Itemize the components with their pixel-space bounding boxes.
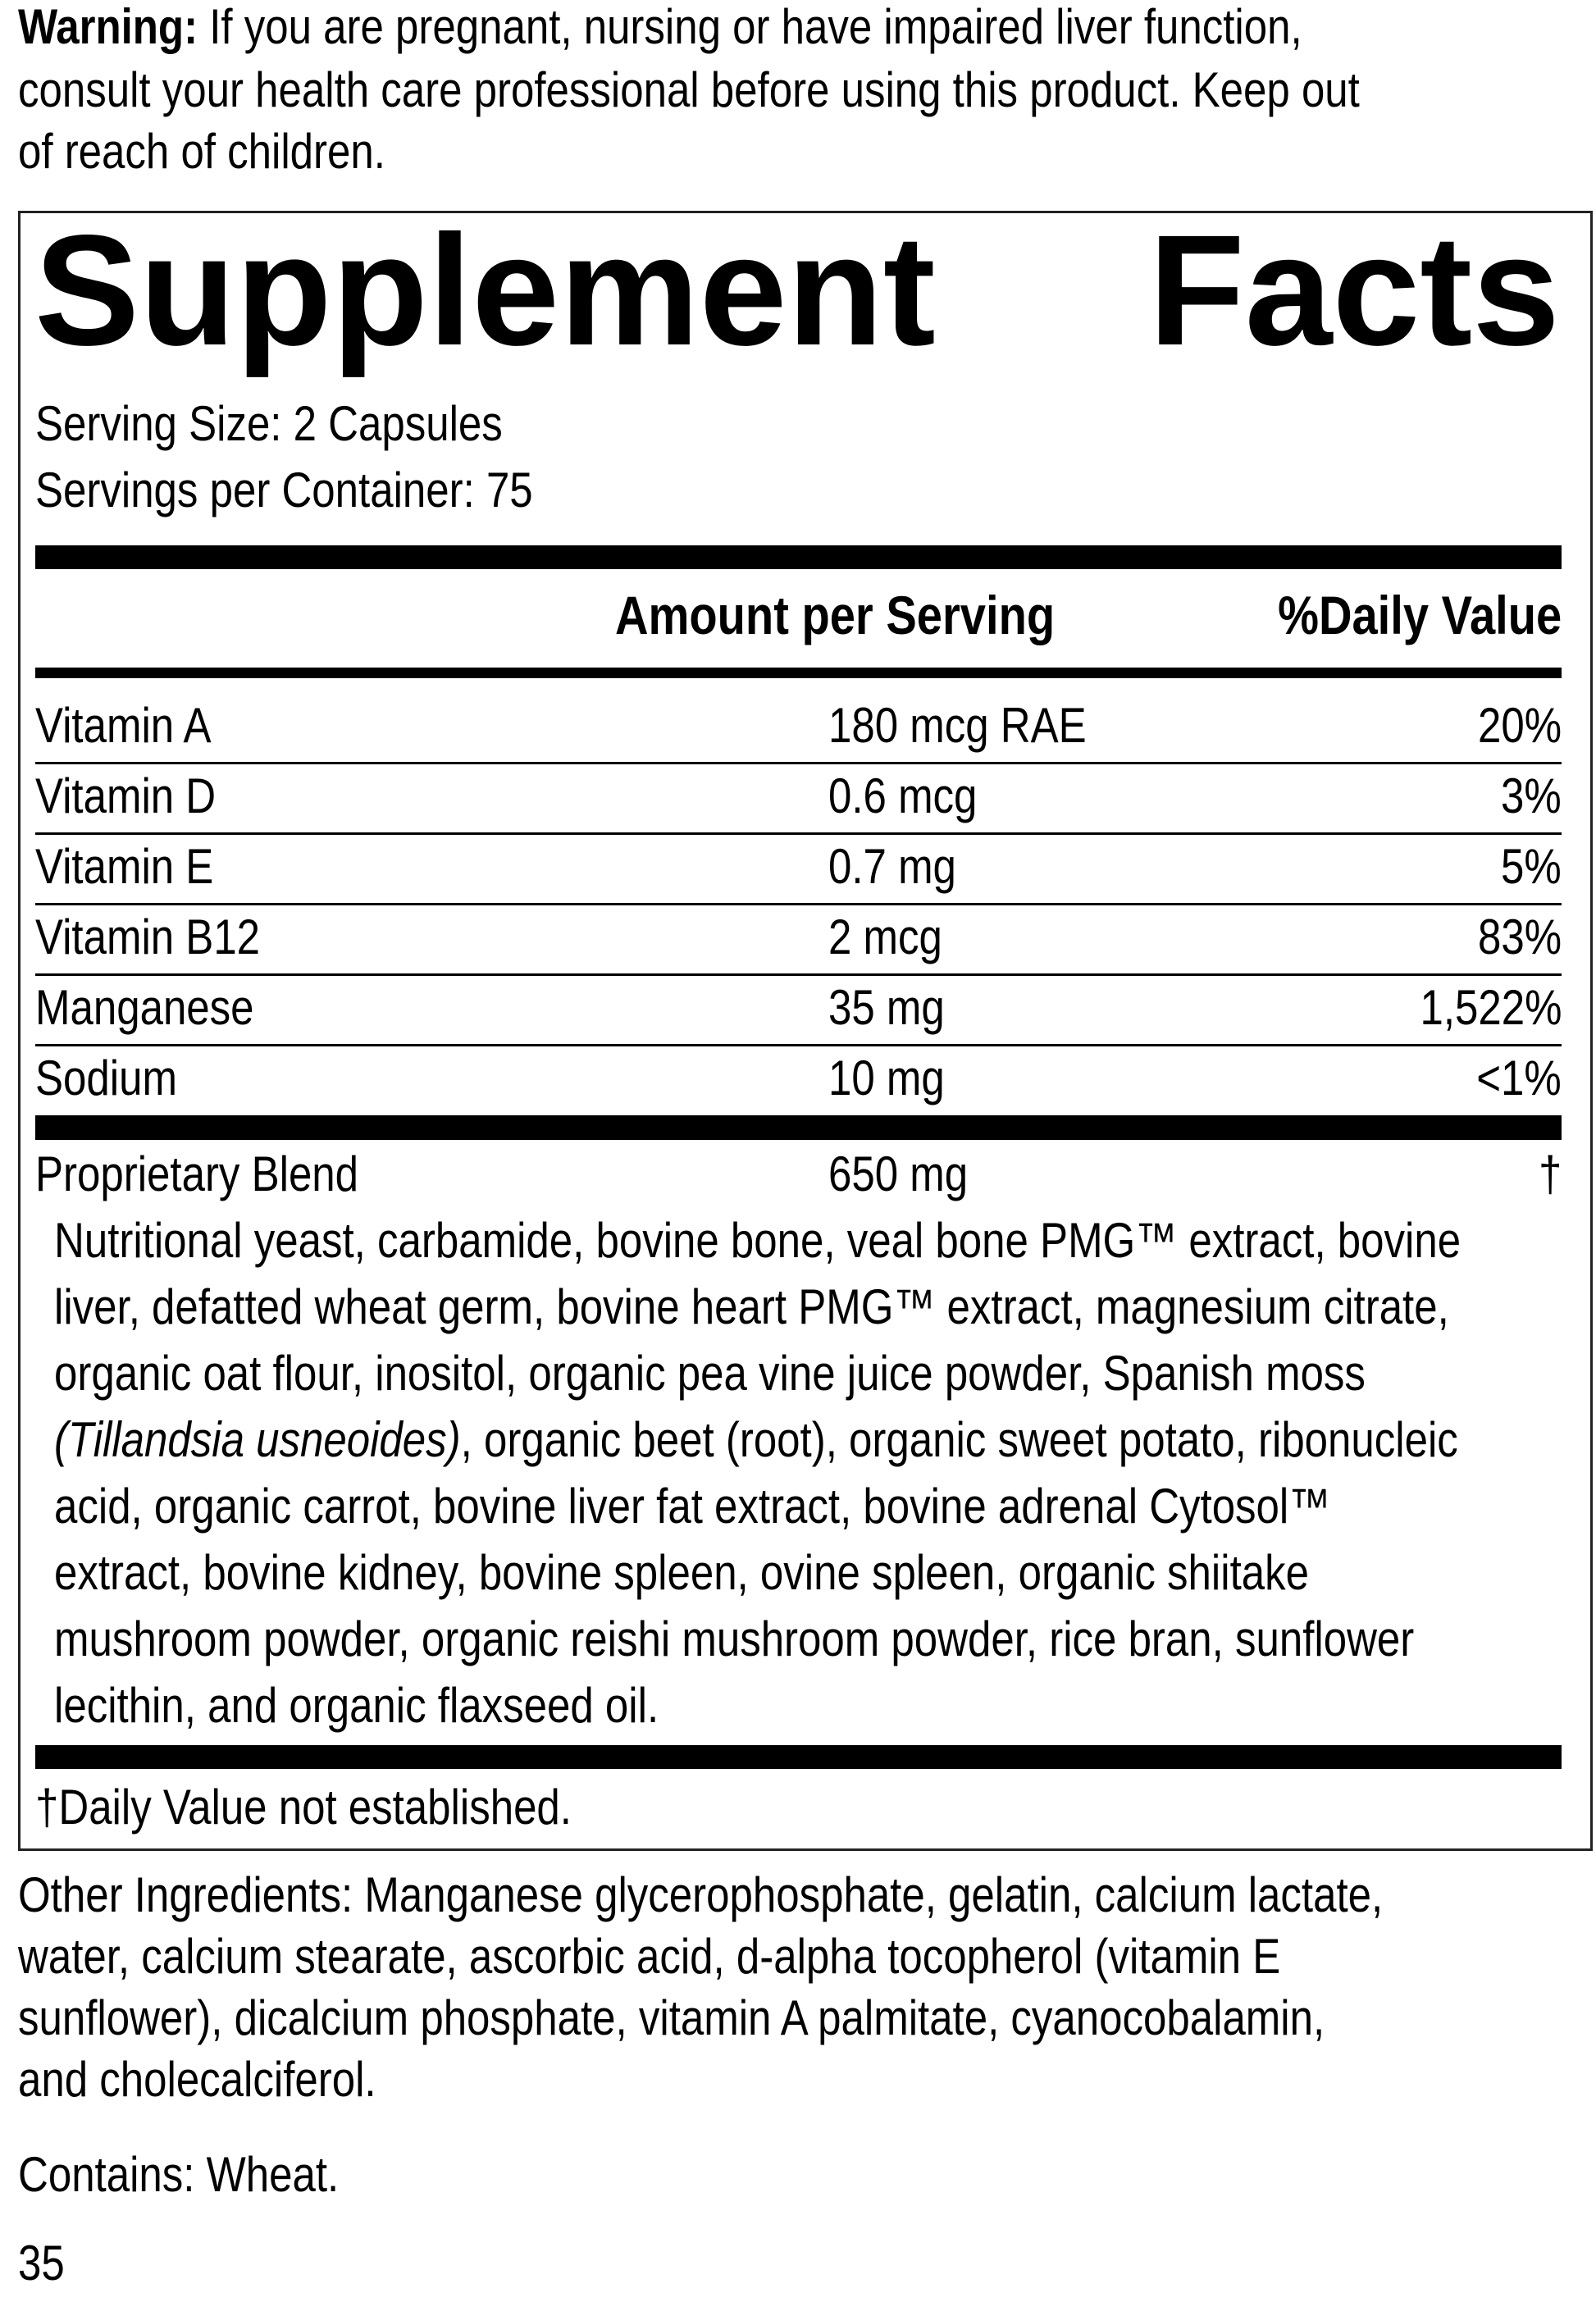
- nutrient-dv: 20%: [1477, 698, 1562, 753]
- blend-line: (Tillandsia usneoides), organic beet (ro…: [54, 1415, 1458, 1465]
- warning-line: Warning: If you are pregnant, nursing or…: [18, 2, 1302, 52]
- nutrient-amount: 2 mcg: [828, 909, 942, 964]
- nutrient-dv: 83%: [1477, 909, 1562, 964]
- warning-label: Warning:: [18, 0, 198, 54]
- nutrient-name: Vitamin B12: [35, 909, 261, 964]
- header-daily-value: %Daily Value: [1277, 585, 1562, 645]
- scientific-name: (Tillandsia usneoides): [54, 1412, 461, 1467]
- serving-size: Serving Size: 2 Capsules: [35, 396, 503, 451]
- other-ingredients-line: and cholecalciferol.: [18, 2052, 376, 2107]
- blend-line: Nutritional yeast, carbamide, bovine bon…: [54, 1213, 1461, 1268]
- nutrient-amount: 10 mg: [828, 1051, 945, 1105]
- nutrient-amount: 0.6 mcg: [828, 768, 978, 823]
- row-divider: [35, 832, 1562, 835]
- header-amount: Amount per Serving: [615, 585, 1056, 645]
- row-divider: [35, 903, 1562, 905]
- nutrient-name: Vitamin D: [35, 768, 217, 823]
- thick-divider: [35, 1745, 1562, 1769]
- servings-per-container: Servings per Container: 75: [35, 463, 533, 517]
- warning-line: consult your health care professional be…: [18, 62, 1360, 117]
- row-divider: [35, 762, 1562, 764]
- nutrient-dv: 3%: [1501, 768, 1562, 823]
- nutrient-name: Manganese: [35, 980, 254, 1035]
- nutrient-dv: 5%: [1501, 839, 1562, 894]
- nutrient-dv: 1,522%: [1420, 980, 1562, 1035]
- blend-line: mushroom powder, organic reishi mushroom…: [54, 1611, 1415, 1666]
- warning-line: of reach of children.: [18, 124, 385, 179]
- other-ingredients-line: water, calcium stearate, ascorbic acid, …: [18, 1929, 1281, 1984]
- nutrient-dv: <1%: [1476, 1051, 1562, 1105]
- warning-text: If you are pregnant, nursing or have imp…: [198, 0, 1302, 54]
- blend-amount: 650 mg: [828, 1146, 969, 1201]
- nutrient-name: Vitamin A: [35, 698, 212, 753]
- title-supplement: Supplement: [34, 202, 936, 378]
- title-facts: Facts: [1148, 202, 1560, 378]
- nutrient-name: Sodium: [35, 1051, 177, 1105]
- blend-name: Proprietary Blend: [35, 1146, 359, 1201]
- blend-line: lecithin, and organic flaxseed oil.: [54, 1678, 659, 1733]
- nutrient-name: Vitamin E: [35, 839, 214, 894]
- thick-divider: [35, 545, 1562, 569]
- blend-line: extract, bovine kidney, bovine spleen, o…: [54, 1545, 1309, 1600]
- nutrient-amount: 0.7 mg: [828, 839, 956, 894]
- other-ingredients-line: Other Ingredients: Manganese glycerophos…: [18, 1867, 1384, 1922]
- footnote: †Daily Value not established.: [35, 1780, 572, 1835]
- thick-divider: [35, 1115, 1562, 1140]
- supplement-facts-panel: [18, 211, 1593, 1851]
- row-divider: [35, 973, 1562, 976]
- blend-line: liver, defatted wheat germ, bovine heart…: [54, 1279, 1449, 1334]
- nutrient-amount: 180 mcg RAE: [828, 698, 1087, 753]
- blend-line: organic oat flour, inositol, organic pea…: [54, 1346, 1366, 1401]
- blend-dv: †: [1538, 1146, 1562, 1201]
- nutrient-amount: 35 mg: [828, 980, 945, 1035]
- blend-line: acid, organic carrot, bovine liver fat e…: [54, 1479, 1331, 1534]
- blend-line-text: , organic beet (root), organic sweet pot…: [460, 1412, 1458, 1467]
- contains-statement: Contains: Wheat.: [18, 2147, 340, 2202]
- row-divider: [35, 1044, 1562, 1046]
- other-ingredients-line: sunflower), dicalcium phosphate, vitamin…: [18, 1990, 1325, 2045]
- page-number: 35: [18, 2236, 65, 2290]
- medium-divider: [35, 668, 1562, 678]
